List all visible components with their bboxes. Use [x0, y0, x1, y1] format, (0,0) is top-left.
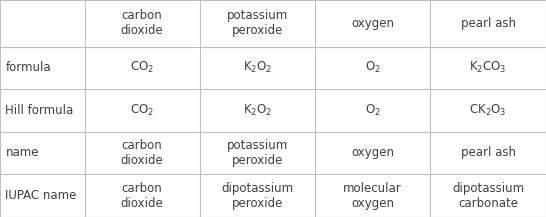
Text: molecular
oxygen: molecular oxygen [343, 182, 402, 210]
Text: CO$_2$: CO$_2$ [130, 60, 154, 76]
Text: O$_2$: O$_2$ [365, 60, 381, 76]
Text: name: name [5, 146, 39, 159]
Text: carbon
dioxide: carbon dioxide [121, 139, 164, 167]
Text: CO$_2$: CO$_2$ [130, 103, 154, 118]
Text: dipotassium
peroxide: dipotassium peroxide [221, 182, 294, 210]
Text: formula: formula [5, 61, 51, 74]
Text: potassium
peroxide: potassium peroxide [227, 139, 288, 167]
Text: carbon
dioxide: carbon dioxide [121, 9, 164, 37]
Text: CK$_2$O$_3$: CK$_2$O$_3$ [470, 103, 507, 118]
Text: K$_2$CO$_3$: K$_2$CO$_3$ [470, 60, 507, 76]
Text: carbon
dioxide: carbon dioxide [121, 182, 164, 210]
Text: Hill formula: Hill formula [5, 104, 74, 117]
Text: pearl ash: pearl ash [461, 17, 515, 30]
Text: O$_2$: O$_2$ [365, 103, 381, 118]
Text: K$_2$O$_2$: K$_2$O$_2$ [243, 103, 272, 118]
Text: potassium
peroxide: potassium peroxide [227, 9, 288, 37]
Text: K$_2$O$_2$: K$_2$O$_2$ [243, 60, 272, 76]
Text: IUPAC name: IUPAC name [5, 189, 77, 202]
Text: dipotassium
carbonate: dipotassium carbonate [452, 182, 524, 210]
Text: oxygen: oxygen [351, 146, 394, 159]
Text: oxygen: oxygen [351, 17, 394, 30]
Text: pearl ash: pearl ash [461, 146, 515, 159]
